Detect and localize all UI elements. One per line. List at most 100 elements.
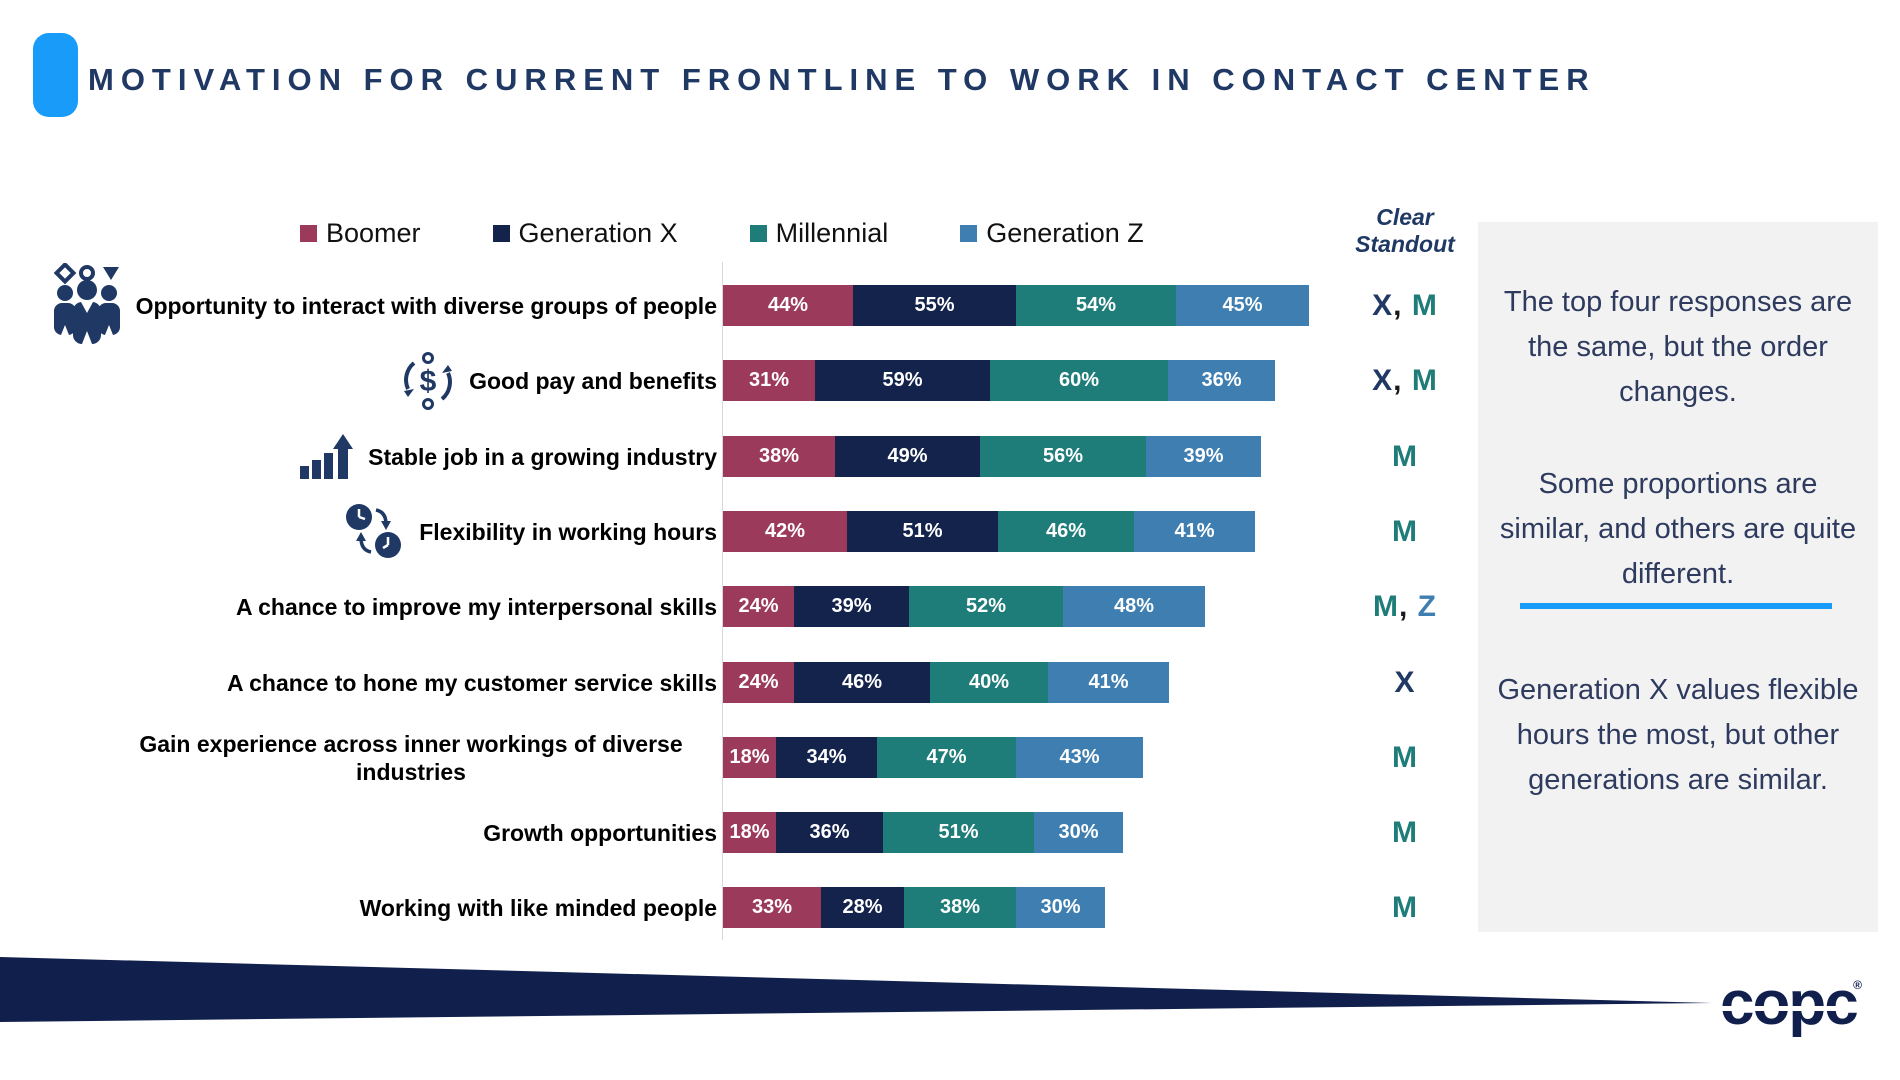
- standout-letter: M: [1392, 515, 1418, 548]
- bar-segment-boomer: 18%: [723, 737, 776, 778]
- bar-segment-millennial: 52%: [909, 586, 1063, 627]
- bar-segment-millennial: 51%: [883, 812, 1034, 853]
- category-label: A chance to improve my interpersonal ski…: [235, 593, 717, 620]
- category-label-row: Stable job in a growing industry: [15, 419, 717, 494]
- category-label: Good pay and benefits: [469, 367, 717, 394]
- category-label: Flexibility in working hours: [419, 518, 717, 545]
- standout-letter: M: [1392, 440, 1418, 473]
- bar-segment-boomer: 24%: [723, 586, 794, 627]
- bar-segment-generation-x: 46%: [794, 662, 930, 703]
- legend-swatch: [300, 225, 317, 242]
- copc-logo-slit: [1720, 1006, 1850, 1011]
- standout-column-header: Clear Standout: [1325, 204, 1485, 258]
- category-label-row: Working with like minded people: [15, 870, 717, 945]
- standout-value: X, M: [1325, 360, 1485, 401]
- standout-value: M: [1325, 436, 1485, 477]
- bar-segment-generation-z: 36%: [1168, 360, 1275, 401]
- bar-segment-generation-z: 48%: [1063, 586, 1205, 627]
- standout-value: X: [1325, 662, 1485, 703]
- bar-segment-boomer: 33%: [723, 887, 821, 928]
- bar-row: 44% 55% 54% 45%: [723, 285, 1309, 326]
- notes-panel: The top four responses are the same, but…: [1478, 222, 1878, 932]
- standout-value: M: [1325, 737, 1485, 778]
- bar-segment-millennial: 60%: [990, 360, 1168, 401]
- standout-letter: M: [1392, 891, 1418, 924]
- bar-row: 33% 28% 38% 30%: [723, 887, 1105, 928]
- category-label-row: $ Good pay and benefits: [15, 343, 717, 418]
- bar-segment-generation-z: 41%: [1134, 511, 1255, 552]
- people-group-icon: [51, 262, 123, 349]
- bar-segment-generation-x: 39%: [794, 586, 909, 627]
- legend-label: Generation Z: [986, 218, 1144, 248]
- standout-value: M, Z: [1325, 586, 1485, 627]
- registered-trademark-icon: ®: [1853, 978, 1862, 992]
- standout-letter: M: [1411, 289, 1438, 322]
- bar-row: 24% 39% 52% 48%: [723, 586, 1205, 627]
- standout-separator: ,: [1393, 364, 1412, 397]
- title-accent-badge: [33, 33, 78, 117]
- category-label-row: Opportunity to interact with diverse gro…: [15, 262, 717, 344]
- legend-item: Generation X: [492, 218, 678, 249]
- legend-swatch: [492, 225, 510, 242]
- bar-segment-generation-z: 39%: [1146, 436, 1261, 477]
- standout-letter: M: [1392, 741, 1418, 774]
- bar-segment-generation-x: 36%: [776, 812, 883, 853]
- bar-segment-generation-x: 34%: [776, 737, 877, 778]
- standout-separator: ,: [1399, 590, 1418, 623]
- standout-letter: X: [1372, 289, 1394, 322]
- legend-item: Millennial: [749, 218, 888, 249]
- bar-row: 38% 49% 56% 39%: [723, 436, 1261, 477]
- bar-segment-generation-z: 45%: [1176, 285, 1309, 326]
- category-label: Stable job in a growing industry: [368, 443, 717, 470]
- category-label: Growth opportunities: [483, 819, 717, 846]
- chart-axis-line: [722, 262, 723, 940]
- page-title: MOTIVATION FOR CURRENT FRONTLINE TO WORK…: [88, 62, 1596, 97]
- bar-segment-boomer: 18%: [723, 812, 776, 853]
- category-label: Opportunity to interact with diverse gro…: [135, 292, 717, 319]
- bar-segment-boomer: 38%: [723, 436, 835, 477]
- copc-logo-text: copc: [1720, 969, 1859, 1038]
- footer-wedge: [0, 957, 1712, 1022]
- flex-clocks-icon: [342, 502, 406, 562]
- category-label: A chance to hone my customer service ski…: [226, 669, 717, 696]
- bar-segment-generation-x: 49%: [835, 436, 980, 477]
- bar-segment-millennial: 56%: [980, 436, 1146, 477]
- note-3: Generation X values flexible hours the m…: [1497, 674, 1859, 796]
- bar-row: 42% 51% 46% 41%: [723, 511, 1255, 552]
- standout-letter: X: [1372, 364, 1394, 397]
- legend-item: Generation Z: [960, 218, 1144, 249]
- bar-segment-boomer: 42%: [723, 511, 847, 552]
- standout-value: X, M: [1325, 285, 1485, 326]
- bar-segment-generation-z: 41%: [1048, 662, 1169, 703]
- bar-segment-generation-x: 51%: [847, 511, 998, 552]
- bar-row: 24% 46% 40% 41%: [723, 662, 1169, 703]
- category-label-row: A chance to hone my customer service ski…: [15, 645, 717, 720]
- bar-segment-millennial: 40%: [930, 662, 1048, 703]
- category-label-row: Flexibility in working hours: [15, 494, 717, 569]
- copc-logo: copc ®: [1720, 972, 1870, 1036]
- bar-segment-millennial: 47%: [877, 737, 1016, 778]
- bar-segment-boomer: 24%: [723, 662, 794, 703]
- bar-segment-millennial: 54%: [1016, 285, 1176, 326]
- bar-segment-millennial: 38%: [904, 887, 1016, 928]
- bar-row: 18% 34% 47% 43%: [723, 737, 1143, 778]
- standout-letter: M: [1392, 816, 1418, 849]
- notes-divider: [1520, 603, 1832, 609]
- bar-segment-generation-z: 43%: [1016, 737, 1143, 778]
- category-label-row: Growth opportunities: [15, 795, 717, 870]
- bar-segment-boomer: 31%: [723, 360, 815, 401]
- standout-letter: Z: [1417, 590, 1437, 623]
- bar-segment-generation-z: 30%: [1016, 887, 1105, 928]
- bar-segment-generation-x: 55%: [853, 285, 1016, 326]
- standout-value: M: [1325, 887, 1485, 928]
- legend: Boomer Generation X Millennial Generation Z: [300, 218, 1144, 249]
- legend-item: Boomer: [300, 218, 421, 249]
- standout-header-line2: Standout: [1355, 231, 1455, 257]
- legend-label: Boomer: [326, 218, 421, 248]
- standout-value: M: [1325, 812, 1485, 853]
- legend-label: Generation X: [518, 218, 678, 248]
- standout-letter: X: [1394, 666, 1416, 699]
- standout-header-line1: Clear: [1376, 204, 1434, 230]
- bar-row: 18% 36% 51% 30%: [723, 812, 1123, 853]
